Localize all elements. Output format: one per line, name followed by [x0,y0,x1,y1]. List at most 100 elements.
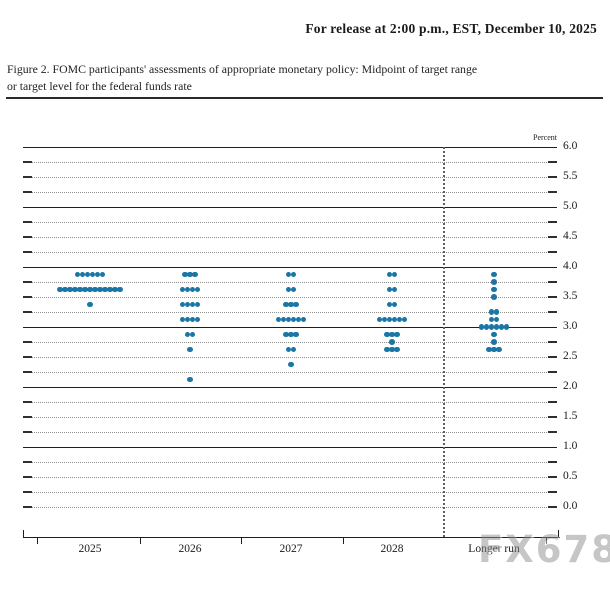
y-gridline-dotted [23,297,557,298]
projection-dot [386,301,393,308]
projection-dot [92,286,98,293]
projection-dot [117,286,123,293]
y-gridline-solid [23,447,557,448]
right-end-tick [548,431,557,433]
y-tick-label: 0.0 [563,500,578,512]
projection-dot [488,316,495,323]
projection-dot [290,316,297,323]
projection-dot [74,271,81,278]
left-end-tick [23,296,32,298]
right-end-tick [548,416,557,418]
left-end-tick [23,176,32,178]
y-gridline-dotted [23,162,557,163]
right-end-tick [548,356,557,358]
y-tick-label: 5.0 [563,200,578,212]
projection-dot [493,316,500,323]
projection-dot [386,271,393,278]
y-gridline-dotted [23,432,557,433]
projection-dot [194,286,201,293]
projection-dot [79,271,86,278]
left-end-tick [23,491,32,493]
right-end-tick [548,251,557,253]
category-label-2028: 2028 [380,543,404,555]
projection-dot [491,279,497,285]
projection-dot [283,301,289,308]
projection-dot [300,316,307,323]
projection-dot [187,376,193,383]
projection-dot [401,316,408,323]
projection-dot [87,286,93,293]
y-gridline-dotted [23,237,557,238]
y-gridline-dotted [23,402,557,403]
projection-dot [293,301,299,308]
y-gridline-dotted [23,372,557,373]
projection-dot [503,324,510,330]
x-axis-line [23,537,560,538]
projection-dot [288,331,294,338]
projection-dot [493,324,500,330]
longer-run-separator-line [443,147,445,537]
projection-dot [491,286,497,293]
figure-caption-line2: or target level for the federal funds ra… [7,79,192,93]
y-gridline-dotted [23,282,557,283]
projection-dot [285,316,292,323]
left-end-tick [23,341,32,343]
projection-dot [389,346,395,353]
projection-dot [184,301,191,308]
projection-dot [293,331,299,338]
projection-dot [285,346,292,353]
figure-caption-line1: Figure 2. FOMC participants' assessments… [7,62,478,76]
y-gridline-solid [23,207,557,208]
x-axis-tick [343,538,344,544]
projection-dot [283,331,289,338]
projection-dot [194,301,201,308]
projection-dot [72,286,78,293]
y-tick-label: 3.5 [563,290,578,302]
y-gridline-dotted [23,222,557,223]
projection-dot [275,316,282,323]
y-gridline-dotted [23,492,557,493]
left-end-tick [23,461,32,463]
projection-dot [112,286,118,293]
y-tick-label: 4.5 [563,230,578,242]
right-end-tick [548,311,557,313]
projection-dot [184,331,191,338]
right-end-tick [548,161,557,163]
projection-dot [391,316,398,323]
projection-dot [57,286,63,293]
category-label-2026: 2026 [178,543,202,555]
projection-dot [496,346,502,353]
projection-dot [102,286,108,293]
projection-dot [99,271,106,278]
projection-dot [389,339,395,345]
projection-dot [290,346,297,353]
left-end-tick [23,371,32,373]
y-gridline-dotted [23,192,557,193]
projection-dot [84,271,91,278]
projection-dot [394,346,400,353]
right-end-tick [548,341,557,343]
projection-dot [62,286,68,293]
left-end-tick [23,311,32,313]
projection-dot [288,301,294,308]
projection-dot [290,286,297,293]
left-end-tick [23,281,32,283]
left-end-tick [23,251,32,253]
projection-dot [189,316,196,323]
y-gridline-solid [23,327,557,328]
projection-dot [381,316,388,323]
left-end-tick [23,236,32,238]
caption-divider-rule [6,97,603,99]
y-gridline-dotted [23,477,557,478]
projection-dot [107,286,113,293]
projection-dot [491,271,497,278]
projection-dot [491,294,497,300]
left-end-tick [23,506,32,508]
projection-dot [187,271,193,278]
y-tick-label: 3.0 [563,320,578,332]
fx678-watermark: FX678 [478,528,610,571]
projection-dot [478,324,485,330]
y-tick-label: 2.5 [563,350,578,362]
category-label-2027: 2027 [279,543,303,555]
y-gridline-dotted [23,252,557,253]
